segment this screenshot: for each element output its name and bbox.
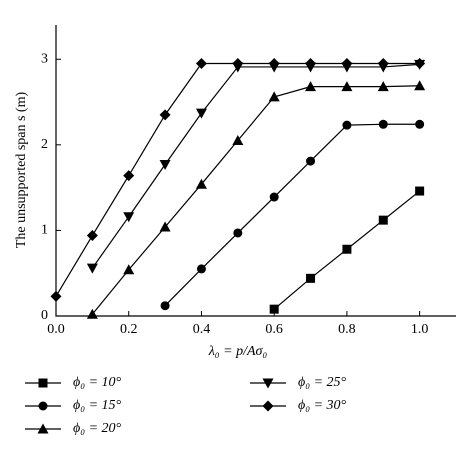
marker bbox=[262, 400, 274, 412]
marker bbox=[232, 135, 244, 146]
marker bbox=[378, 215, 388, 225]
marker bbox=[377, 58, 389, 70]
series-line bbox=[91, 63, 420, 269]
marker bbox=[195, 108, 207, 119]
marker bbox=[233, 228, 243, 238]
marker bbox=[415, 119, 425, 129]
marker bbox=[342, 244, 352, 254]
marker bbox=[414, 58, 426, 70]
marker bbox=[86, 308, 98, 319]
marker bbox=[305, 58, 317, 70]
marker bbox=[306, 273, 316, 283]
y-tick-label: 1 bbox=[41, 223, 48, 238]
marker bbox=[50, 290, 62, 302]
x-tick-label: 0.6 bbox=[265, 322, 283, 337]
axes bbox=[55, 25, 456, 317]
marker bbox=[123, 170, 135, 182]
legend-label: ϕ₀ = 15° bbox=[73, 398, 122, 413]
marker bbox=[269, 304, 279, 314]
marker bbox=[377, 81, 389, 92]
legend-label: ϕ₀ = 10° bbox=[73, 375, 122, 390]
x-tick-label: 0.0 bbox=[47, 322, 65, 337]
marker bbox=[123, 264, 135, 275]
y-axis-label: The unsupported span s (m) bbox=[14, 92, 29, 249]
marker bbox=[305, 81, 317, 92]
marker bbox=[268, 91, 280, 102]
marker bbox=[195, 58, 207, 70]
marker bbox=[195, 178, 207, 189]
marker bbox=[196, 264, 206, 274]
legend-label: ϕ₀ = 30° bbox=[298, 398, 347, 413]
marker bbox=[38, 401, 48, 411]
marker bbox=[262, 378, 274, 389]
legend-label: ϕ₀ = 20° bbox=[73, 421, 122, 436]
marker bbox=[414, 80, 426, 91]
y-tick-label: 2 bbox=[41, 137, 48, 152]
marker bbox=[341, 81, 353, 92]
marker bbox=[232, 58, 244, 70]
marker bbox=[37, 423, 49, 434]
marker bbox=[342, 120, 352, 130]
marker bbox=[123, 212, 135, 223]
x-tick-label: 0.8 bbox=[338, 322, 356, 337]
legend-label: ϕ₀ = 25° bbox=[298, 375, 347, 390]
marker bbox=[159, 160, 171, 171]
x-axis-label: λ₀ = p/Aσ₀ bbox=[208, 344, 268, 359]
marker bbox=[415, 186, 425, 196]
y-tick-label: 3 bbox=[41, 51, 48, 66]
marker bbox=[159, 221, 171, 232]
x-tick-label: 0.4 bbox=[193, 322, 211, 337]
marker bbox=[160, 301, 170, 311]
marker bbox=[306, 156, 316, 166]
marker bbox=[159, 109, 171, 121]
marker bbox=[86, 230, 98, 242]
y-tick-label: 0 bbox=[41, 308, 48, 323]
marker bbox=[341, 58, 353, 70]
series-line bbox=[164, 123, 420, 307]
x-tick-label: 0.2 bbox=[120, 322, 138, 337]
marker bbox=[378, 119, 388, 129]
series-line bbox=[91, 85, 420, 315]
marker bbox=[269, 192, 279, 202]
marker bbox=[268, 58, 280, 70]
x-tick-label: 1.0 bbox=[411, 322, 429, 337]
series-line bbox=[55, 62, 420, 297]
marker bbox=[38, 378, 48, 388]
marker bbox=[86, 263, 98, 274]
